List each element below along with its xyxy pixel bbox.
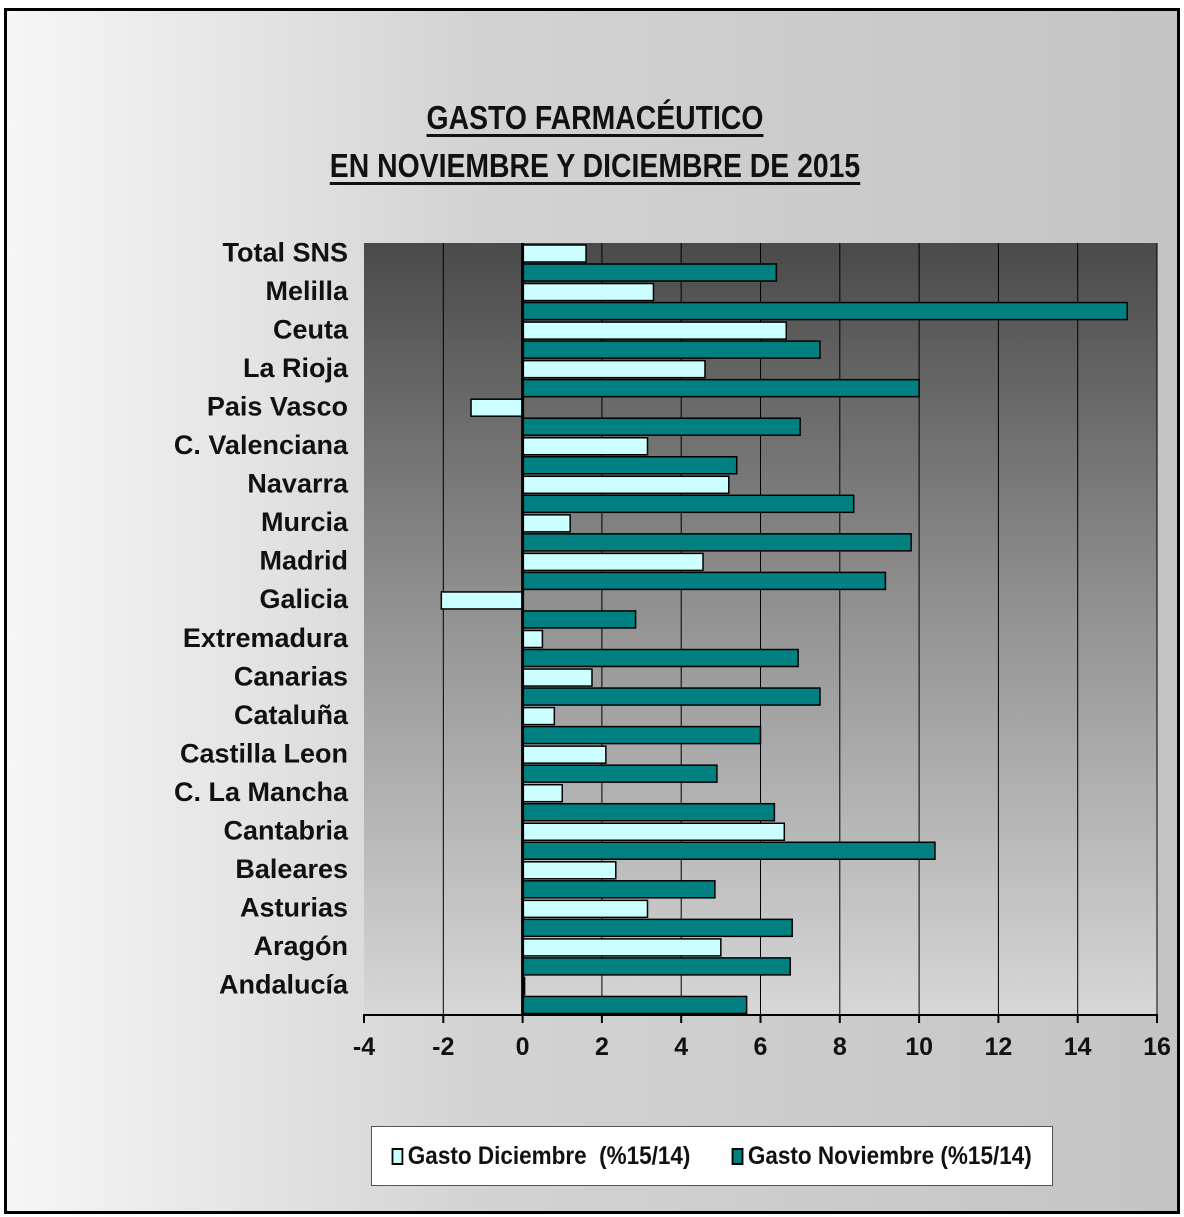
legend-label-noviembre: Gasto Noviembre (%15/14) [748, 1141, 1033, 1170]
bar-chart: -4 -2 0 2 4 6 8 10 12 14 16 Total SNS Melilla Ceuta La… [174, 237, 1171, 1061]
category-label: La Rioja [243, 353, 349, 383]
bar [521, 244, 587, 263]
bar [521, 880, 716, 899]
bar [521, 899, 649, 919]
chart-legend: Gasto Diciembre (%15/14) Gasto Noviembre… [371, 1126, 1053, 1186]
x-tick-label: 0 [516, 1033, 530, 1061]
bar [521, 822, 786, 841]
category-label: Andalucía [219, 970, 349, 1000]
category-label: Navarra [247, 469, 349, 499]
bar [521, 687, 821, 706]
bar [521, 456, 738, 475]
bar [521, 552, 704, 572]
bar [521, 321, 788, 340]
category-label: Madrid [259, 546, 348, 576]
x-tick-label: 4 [674, 1033, 688, 1061]
category-label: Baleares [235, 854, 348, 884]
bar [521, 610, 637, 629]
bar [521, 359, 706, 379]
bar [521, 629, 544, 649]
bar [521, 648, 799, 668]
category-label: Murcia [261, 507, 349, 537]
bar [521, 263, 778, 282]
bar [521, 494, 855, 514]
category-label: Asturias [240, 893, 348, 923]
legend-item-diciembre: Gasto Diciembre (%15/14) [391, 1141, 691, 1171]
category-label: Castilla Leon [180, 738, 348, 768]
chart-title-line-1: GASTO FARMACÉUTICO [426, 99, 764, 136]
category-label: Canarias [234, 661, 348, 691]
category-label: Ceuta [273, 314, 349, 344]
category-label: C. Valenciana [174, 430, 349, 460]
x-tick-label: 16 [1143, 1033, 1171, 1061]
x-tick-label: 2 [595, 1033, 609, 1061]
bar [521, 340, 821, 359]
category-label: C. La Mancha [174, 777, 349, 807]
category-label: Melilla [265, 276, 349, 306]
legend-item-noviembre: Gasto Noviembre (%15/14) [731, 1141, 1033, 1171]
bar [521, 668, 593, 687]
bar [521, 533, 912, 552]
bar [440, 591, 524, 610]
bar [521, 706, 556, 726]
bar [521, 995, 748, 1015]
bar [521, 301, 1129, 321]
legend-swatch-diciembre [391, 1147, 404, 1165]
bar [521, 938, 722, 957]
x-tick-label: 14 [1064, 1033, 1092, 1061]
x-tick-label: 12 [984, 1033, 1012, 1061]
x-tick-label: 6 [754, 1033, 768, 1061]
legend-swatch-noviembre [731, 1147, 744, 1165]
bar [521, 764, 718, 783]
bar [521, 783, 563, 803]
bar [521, 514, 571, 533]
chart-title-line-2: EN NOVIEMBRE Y DICIEMBRE DE 2015 [329, 147, 861, 184]
x-tick-label: 8 [833, 1033, 847, 1061]
category-label: Galicia [259, 584, 349, 614]
bar [521, 841, 936, 860]
x-tick-label: -2 [432, 1033, 454, 1061]
bar [470, 398, 524, 417]
chart-frame: GASTO FARMACÉUTICO EN NOVIEMBRE Y DICIEM… [4, 8, 1180, 1214]
bar [521, 745, 607, 764]
legend-label-diciembre: Gasto Diciembre (%15/14) [408, 1141, 691, 1170]
bar [521, 802, 776, 822]
bar [521, 437, 649, 456]
bar [521, 417, 801, 436]
bar [521, 957, 791, 976]
category-label: Extremadura [183, 623, 349, 653]
bar [521, 725, 762, 745]
bar [521, 475, 730, 495]
category-label: Cataluña [234, 700, 349, 730]
x-tick-label: 10 [905, 1033, 933, 1061]
category-label: Pais Vasco [207, 391, 348, 421]
bar [521, 918, 793, 938]
bar [521, 861, 617, 880]
category-label: Aragón [254, 931, 349, 961]
category-label: Total SNS [222, 237, 348, 267]
bar [521, 571, 887, 591]
bar [521, 282, 655, 302]
bar [521, 378, 920, 398]
x-tick-label: -4 [353, 1033, 375, 1061]
category-label: Cantabria [223, 816, 349, 846]
